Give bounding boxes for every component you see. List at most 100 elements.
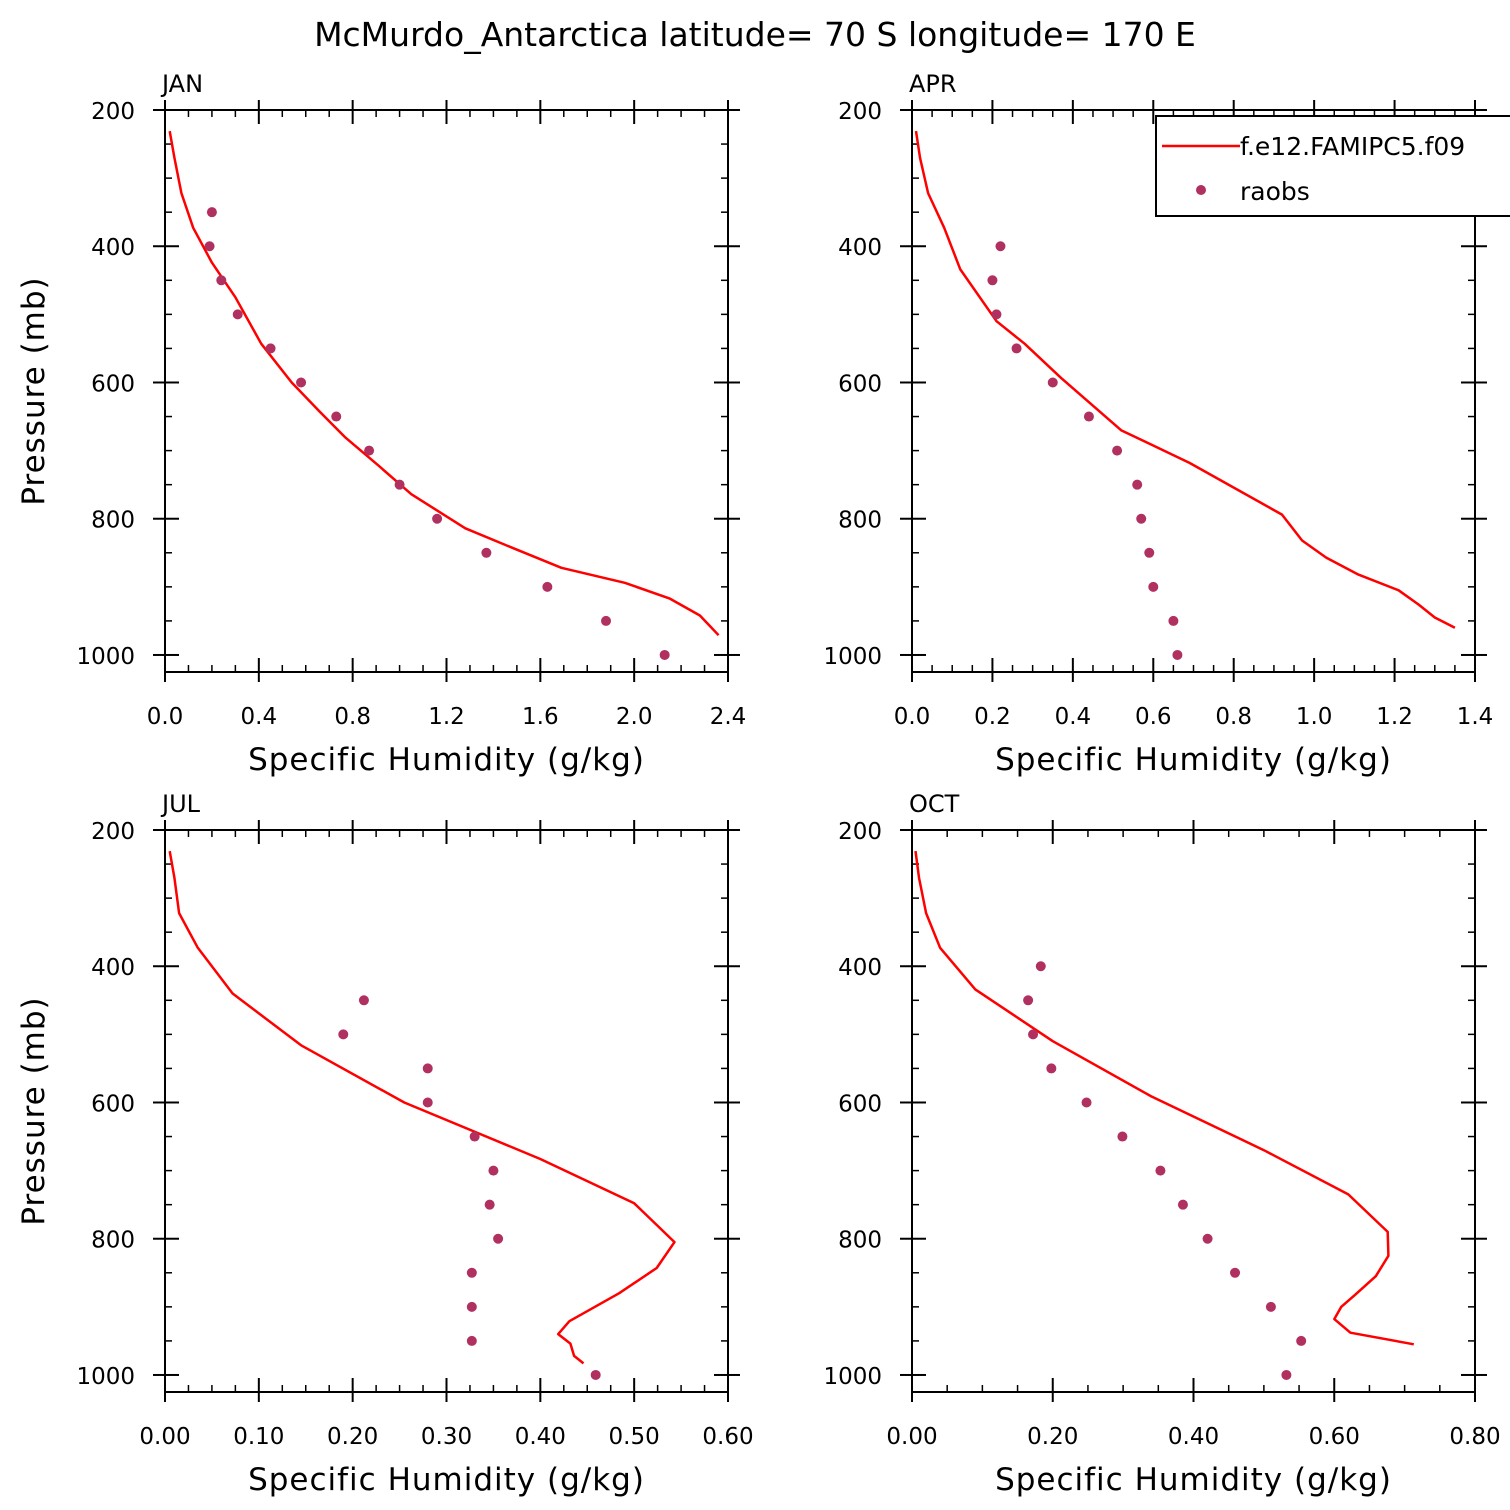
x-tick-label: 2.0 [616,704,653,730]
y-tick-label: 400 [91,955,135,981]
x-axis-label: Specific Humidity (g/kg) [995,1462,1392,1498]
raobs-point [394,479,405,490]
x-tick-label: 0.2 [974,704,1011,730]
model-line [168,850,676,1365]
panel-title: APR [909,70,957,98]
y-tick-label: 600 [91,1091,135,1117]
raobs-point [1028,1029,1039,1040]
raobs-point [1172,649,1183,660]
x-tick-label: 0.6 [1135,704,1172,730]
raobs-point [331,411,342,422]
raobs-point [1202,1233,1213,1244]
y-tick-label: 800 [838,508,882,534]
y-tick-label: 800 [838,1228,882,1254]
x-tick-label: 1.6 [522,704,559,730]
y-tick-label: 200 [838,99,882,125]
model-line [914,850,1415,1346]
x-tick-label: 1.2 [428,704,465,730]
panel-title: JAN [160,70,203,98]
x-tick-label: 0.0 [147,704,184,730]
raobs-point [659,649,670,660]
panel-title: JUL [160,790,201,818]
raobs-point [1047,377,1058,388]
figure-title: McMurdo_Antarctica latitude= 70 S longit… [314,15,1196,54]
raobs-point [1296,1335,1307,1346]
x-tick-label: 0.8 [334,704,371,730]
panel-title: OCT [909,790,960,818]
raobs-point [206,207,217,218]
raobs-point [1155,1165,1166,1176]
raobs-point [422,1097,433,1108]
x-tick-label: 0.20 [327,1424,378,1450]
raobs-point [232,309,243,320]
x-tick-label: 0.20 [1027,1424,1078,1450]
x-tick-label: 0.4 [1055,704,1092,730]
legend-model-label: f.e12.FAMIPC5.f09 [1240,132,1465,161]
raobs-point [466,1301,477,1312]
raobs-point [1083,411,1094,422]
legend: f.e12.FAMIPC5.f09 raobs [1155,115,1510,217]
x-axis-label: Specific Humidity (g/kg) [248,742,645,778]
x-tick-label: 1.2 [1376,704,1413,730]
x-tick-label: 0.00 [886,1424,937,1450]
panel-oct: OCT 0.00 0.20 0.40 0.60 0.80 200 400 600 800 1000 S… [823,790,1500,1498]
raobs-point [466,1335,477,1346]
legend-raobs-swatch [1196,185,1206,195]
y-tick-label: 200 [91,99,135,125]
raobs-point [1117,1131,1128,1142]
y-tick-label: 400 [838,955,882,981]
model-line [168,130,720,637]
raobs-point [1035,961,1046,972]
raobs-point [1132,479,1143,490]
raobs-point [542,581,553,592]
raobs-point [590,1369,601,1380]
y-tick-label: 600 [838,371,882,397]
x-tick-label: 0.8 [1215,704,1252,730]
raobs-point [1168,615,1179,626]
raobs-point [469,1131,480,1142]
raobs-point [1144,547,1155,558]
y-tick-label: 400 [91,235,135,261]
raobs-point [991,309,1002,320]
y-tick-label: 800 [91,1228,135,1254]
x-tick-label: 0.40 [515,1424,566,1450]
raobs-point [601,615,612,626]
raobs-point [265,343,276,354]
x-tick-label: 1.0 [1296,704,1333,730]
raobs-point [364,445,375,456]
y-tick-label: 1000 [823,1364,882,1390]
raobs-point [338,1029,349,1040]
raobs-point [204,241,215,252]
raobs-point [1023,995,1034,1006]
y-tick-label: 400 [838,235,882,261]
raobs-point [484,1199,495,1210]
x-tick-label: 0.40 [1168,1424,1219,1450]
x-tick-label: 0.60 [1309,1424,1360,1450]
raobs-point [1081,1097,1092,1108]
y-axis-label: Pressure (mb) [16,276,52,505]
raobs-point [1281,1369,1292,1380]
raobs-point [987,275,998,286]
x-axis-label: Specific Humidity (g/kg) [248,1462,645,1498]
x-tick-label: 0.30 [421,1424,472,1450]
model-line [914,130,1456,629]
panel-jul: JUL 0.00 0.10 0.20 0.30 0.40 0.50 0.60 200 400 600… [16,790,754,1498]
panel-jan: JAN 0.0 0.4 0.8 1.2 1.6 2.0 2.4 200 400 600 800 1000… [16,70,746,778]
x-axis-label: Specific Humidity (g/kg) [995,742,1392,778]
y-tick-label: 600 [838,1091,882,1117]
raobs-point [466,1267,477,1278]
raobs-point [995,241,1006,252]
y-tick-label: 1000 [76,644,135,670]
raobs-point [358,995,369,1006]
y-tick-label: 1000 [823,644,882,670]
raobs-point [1112,445,1123,456]
raobs-point [1011,343,1022,354]
x-tick-label: 0.10 [233,1424,284,1450]
raobs-point [1177,1199,1188,1210]
y-tick-label: 800 [91,508,135,534]
panels: JAN 0.0 0.4 0.8 1.2 1.6 2.0 2.4 200 400 600 800 1000… [16,70,1501,1498]
raobs-point [488,1165,499,1176]
x-tick-label: 1.4 [1457,704,1494,730]
